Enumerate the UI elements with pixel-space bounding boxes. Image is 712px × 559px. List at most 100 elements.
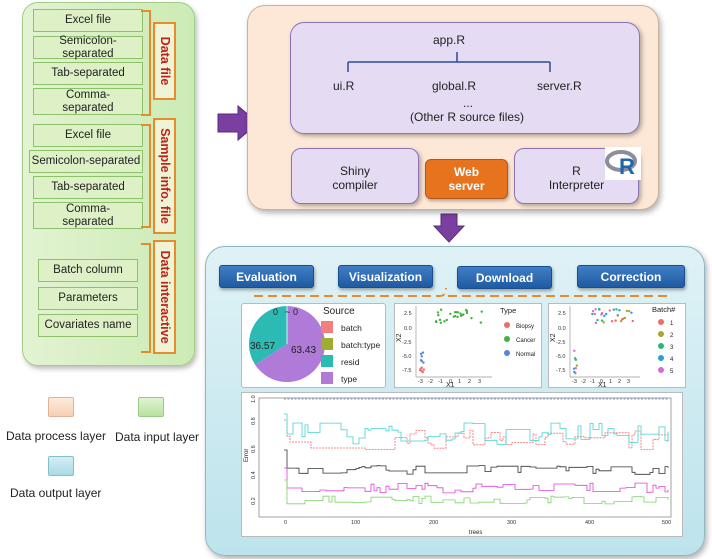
scatter-type-points xyxy=(418,308,483,374)
scatter-point xyxy=(593,312,597,316)
scatter-point xyxy=(445,318,448,322)
scatter-point xyxy=(479,321,483,324)
scatter-point xyxy=(612,308,615,311)
svg-text:-7.5: -7.5 xyxy=(556,368,565,374)
svg-text:2.5: 2.5 xyxy=(558,311,566,317)
pie-slice-resid xyxy=(248,306,287,365)
scatter-point xyxy=(631,319,634,323)
svg-text:200: 200 xyxy=(429,520,438,526)
scatter-point xyxy=(625,309,628,313)
server-r-label: server.R xyxy=(537,79,582,93)
svg-text:Error: Error xyxy=(244,449,250,462)
svg-text:3: 3 xyxy=(627,379,630,385)
legend-swatch-type xyxy=(321,372,333,384)
scatter-point xyxy=(443,320,446,323)
scatter-point xyxy=(600,319,604,322)
scatter-point xyxy=(573,349,576,352)
svg-text:-1: -1 xyxy=(590,379,595,385)
error-line-black xyxy=(284,449,669,475)
scatter-point xyxy=(573,370,576,374)
svg-text:X1: X1 xyxy=(598,382,607,388)
input-layer-swatch xyxy=(138,397,164,417)
svg-text:X2: X2 xyxy=(396,333,403,342)
svg-text:Normal: Normal xyxy=(516,352,535,358)
download-button[interactable]: Download xyxy=(457,266,552,289)
visualization-button[interactable]: Visualization xyxy=(338,265,433,288)
scatter-point xyxy=(598,307,601,311)
scatter-point xyxy=(615,308,618,311)
scatter-point xyxy=(436,311,440,314)
scatter-point xyxy=(603,314,606,318)
scatter-point xyxy=(591,312,594,316)
sample-tab-separated: Tab-separated xyxy=(33,176,143,199)
svg-text:2: 2 xyxy=(468,379,471,385)
covariates-name-box: Covariates name xyxy=(38,314,138,337)
scatter-point xyxy=(437,314,440,317)
scatter-point xyxy=(627,309,631,313)
svg-text:100: 100 xyxy=(351,520,360,526)
scatter-point xyxy=(420,366,424,369)
svg-text:-5.0: -5.0 xyxy=(556,354,565,360)
output-layer-legend-label: Data output layer xyxy=(10,486,102,500)
scatter-point xyxy=(619,319,623,323)
scatter-point xyxy=(616,314,620,317)
svg-text:300: 300 xyxy=(507,520,516,526)
pie-zero-label-b: 0 xyxy=(293,307,298,317)
shiny-compiler-box: Shiny compiler xyxy=(291,148,419,204)
svg-text:batch:type: batch:type xyxy=(341,340,380,350)
svg-text:0: 0 xyxy=(284,520,287,526)
legend-swatch-resid xyxy=(321,355,333,367)
scatter-point xyxy=(420,355,424,358)
pie-value-type: 63.43 xyxy=(291,345,316,356)
svg-text:3: 3 xyxy=(670,345,674,351)
scatter-type-plot: X2 X1 2.5 0.0 -2.5 -5.0 -7.5 -3 -2 -1 0 … xyxy=(396,306,535,388)
input-semicolon-separated: Semicolon-separated xyxy=(33,35,143,60)
scatter-point xyxy=(462,313,465,316)
svg-text:X1: X1 xyxy=(446,382,455,388)
r-source-files-box xyxy=(290,22,640,134)
evaluation-button[interactable]: Evaluation xyxy=(219,265,314,288)
scatter-type-panel xyxy=(394,303,542,388)
error-plot-panel xyxy=(241,392,683,537)
svg-text:0.6: 0.6 xyxy=(251,445,257,453)
svg-text:resid: resid xyxy=(341,357,360,367)
sample-semicolon-separated: Semicolon-separated xyxy=(29,150,143,173)
error-line-cyan xyxy=(284,413,669,445)
scatter-point xyxy=(480,310,483,313)
scatter-point xyxy=(574,367,578,370)
sample-info-label: Sample info. file xyxy=(153,118,176,234)
svg-text:2: 2 xyxy=(618,379,621,385)
arrow-down-icon xyxy=(432,213,466,243)
legend-swatch-batch xyxy=(321,321,333,333)
svg-text:0.8: 0.8 xyxy=(251,417,257,425)
batch-column-box: Batch column xyxy=(38,259,138,282)
scatter-point xyxy=(602,321,605,324)
file-tree-lines xyxy=(347,52,551,72)
error-rate-plot: Error trees 1.0 0.8 0.6 0.4 0.2 0 100 20… xyxy=(244,395,672,536)
svg-text:Cancer: Cancer xyxy=(516,338,535,344)
error-rate-lines xyxy=(284,413,669,505)
pie-legend-title: Source xyxy=(323,306,355,317)
scatter-batch-plot: X2 X1 2.5 0.0 -2.5 -5.0 -7.5 -3 -2 -1 0 … xyxy=(550,305,676,388)
svg-text:-5.0: -5.0 xyxy=(402,354,411,360)
data-file-bracket xyxy=(141,10,151,116)
svg-text:trees: trees xyxy=(469,530,482,536)
correction-button[interactable]: Correction xyxy=(577,265,685,288)
output-layer-swatch xyxy=(48,456,74,476)
svg-text:-2: -2 xyxy=(428,379,433,385)
svg-text:0.4: 0.4 xyxy=(251,471,257,479)
scatter-point xyxy=(614,319,617,322)
sample-comma-separated: Comma-separated xyxy=(33,202,143,229)
ui-r-label: ui.R xyxy=(333,79,355,93)
svg-text:3: 3 xyxy=(478,379,481,385)
scatter-point xyxy=(455,311,458,314)
sample-info-bracket xyxy=(141,124,151,228)
svg-text:500: 500 xyxy=(662,520,671,526)
svg-text:-7.5: -7.5 xyxy=(402,368,411,374)
scatter-point xyxy=(459,314,463,318)
scatter-point xyxy=(439,308,443,311)
scatter-batch-points xyxy=(572,307,634,375)
error-line-red xyxy=(284,419,669,450)
svg-text:1: 1 xyxy=(458,379,461,385)
data-interactive-bracket xyxy=(141,243,151,353)
